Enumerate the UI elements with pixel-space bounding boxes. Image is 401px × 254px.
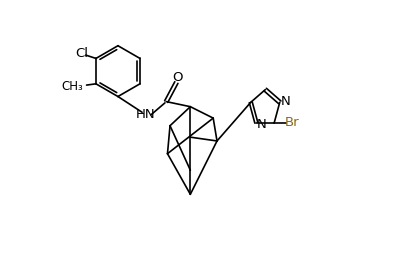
Text: Br: Br — [285, 116, 299, 129]
Text: N: N — [280, 94, 290, 107]
Text: HN: HN — [136, 108, 156, 121]
Text: N: N — [257, 118, 267, 131]
Text: Cl: Cl — [75, 47, 89, 60]
Text: O: O — [172, 71, 183, 84]
Text: CH₃: CH₃ — [61, 80, 83, 93]
